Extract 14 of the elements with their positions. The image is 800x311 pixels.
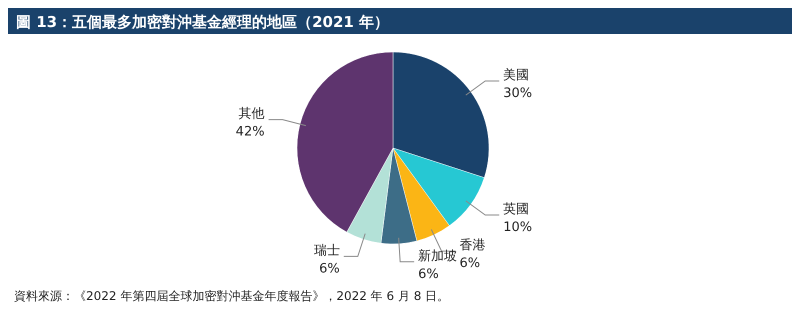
chart-title: 圖 13：五個最多加密對沖基金經理的地區（2021 年）	[16, 13, 390, 31]
slice-label: 其他	[238, 106, 265, 122]
data-label: 6%	[418, 266, 439, 282]
data-label: 42%	[236, 124, 265, 140]
data-label: 6%	[319, 261, 340, 276]
data-label: 10%	[503, 220, 532, 236]
data-label: 6%	[460, 256, 480, 272]
slice-label: 美國	[503, 66, 530, 83]
source-note: 資料來源：《2022 年第四屆全球加密對沖基金年度報告》，2022 年 6 月 8 日。	[14, 289, 450, 303]
data-label: 30%	[503, 86, 532, 101]
slice-label: 英國	[503, 202, 530, 218]
slice-label: 瑞士	[314, 243, 340, 258]
slice-label: 新加坡	[418, 248, 458, 264]
slice-label: 香港	[460, 238, 486, 254]
